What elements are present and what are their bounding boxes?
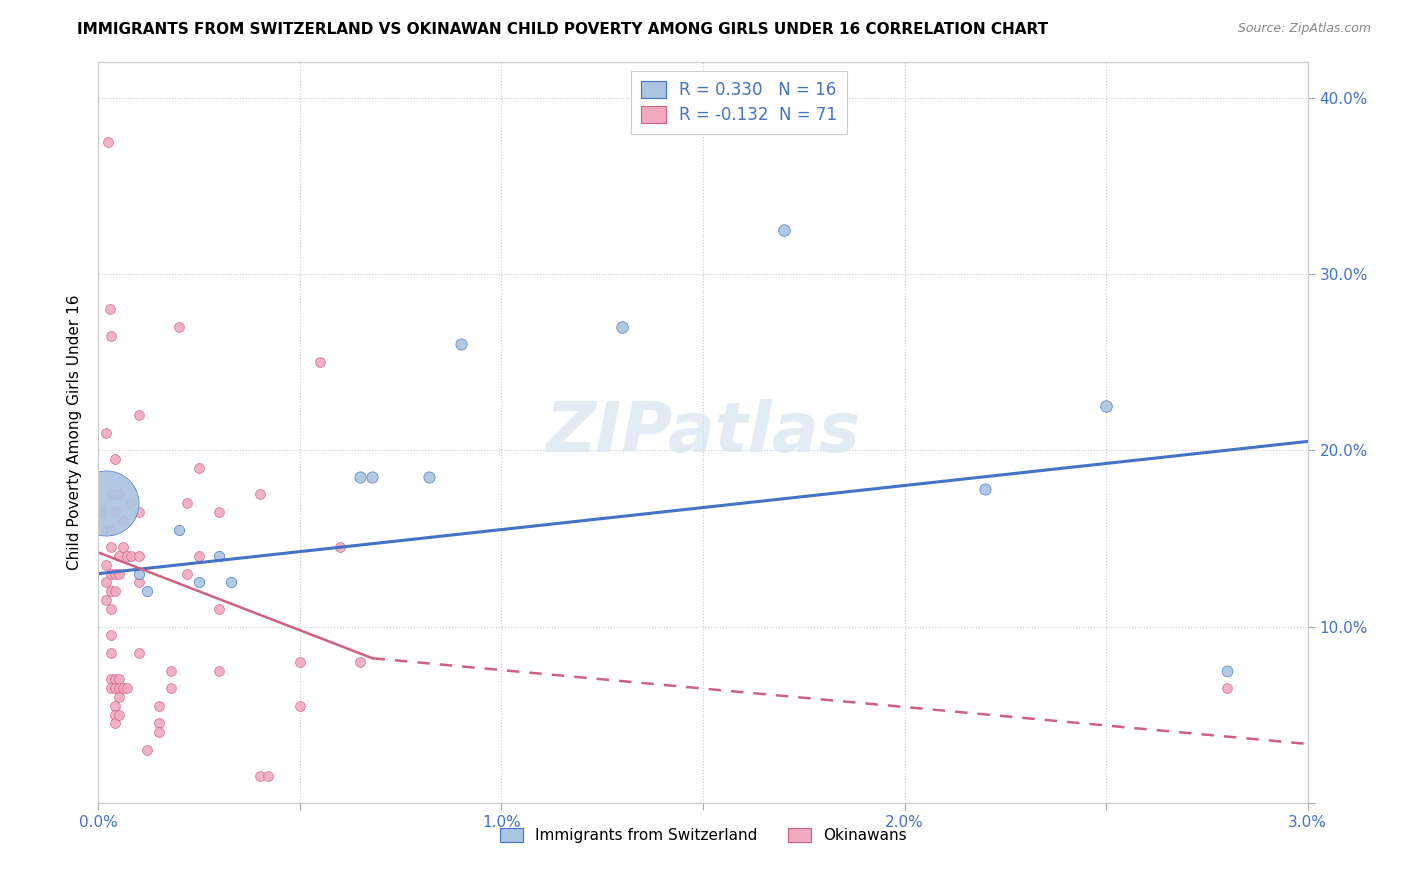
Legend: R = 0.330   N = 16, R = -0.132  N = 71: R = 0.330 N = 16, R = -0.132 N = 71 <box>631 70 848 134</box>
Point <box>103 673 125 687</box>
Point <box>103 566 125 581</box>
Point <box>91 505 114 519</box>
Point <box>96 496 118 510</box>
Point <box>100 523 122 537</box>
Point <box>188 575 211 590</box>
Point <box>188 461 211 475</box>
Point <box>107 549 129 563</box>
Point <box>329 540 352 554</box>
Point <box>120 496 142 510</box>
Point <box>772 223 794 237</box>
Point <box>349 655 371 669</box>
Point <box>160 664 183 678</box>
Point <box>418 469 440 483</box>
Point <box>100 646 122 660</box>
Point <box>100 681 122 696</box>
Point <box>103 452 125 467</box>
Point <box>128 575 150 590</box>
Point <box>120 549 142 563</box>
Point <box>361 469 384 483</box>
Point <box>221 575 243 590</box>
Point <box>128 566 150 581</box>
Point <box>96 523 118 537</box>
Point <box>309 355 332 369</box>
Point <box>128 549 150 563</box>
Point <box>107 707 129 722</box>
Point <box>100 628 122 642</box>
Point <box>128 408 150 422</box>
Point <box>100 584 122 599</box>
Point <box>160 681 183 696</box>
Point <box>111 514 134 528</box>
Point <box>135 743 157 757</box>
Point <box>107 690 129 704</box>
Point <box>249 769 271 783</box>
Point <box>96 425 118 440</box>
Point <box>167 319 190 334</box>
Point <box>148 698 170 713</box>
Point <box>107 673 129 687</box>
Point <box>103 707 125 722</box>
Point <box>612 319 634 334</box>
Point <box>115 549 138 563</box>
Point <box>249 487 271 501</box>
Point <box>288 698 311 713</box>
Point <box>107 681 129 696</box>
Text: IMMIGRANTS FROM SWITZERLAND VS OKINAWAN CHILD POVERTY AMONG GIRLS UNDER 16 CORRE: IMMIGRANTS FROM SWITZERLAND VS OKINAWAN … <box>77 22 1049 37</box>
Point <box>100 566 122 581</box>
Point <box>115 681 138 696</box>
Point <box>100 328 122 343</box>
Point <box>208 602 231 616</box>
Point <box>96 558 118 572</box>
Point <box>103 584 125 599</box>
Point <box>148 716 170 731</box>
Point <box>111 681 134 696</box>
Point <box>100 540 122 554</box>
Text: ZIPatlas: ZIPatlas <box>546 399 860 467</box>
Point <box>103 716 125 731</box>
Point <box>188 549 211 563</box>
Point <box>100 487 122 501</box>
Point <box>100 673 122 687</box>
Point <box>288 655 311 669</box>
Point <box>256 769 278 783</box>
Point <box>167 523 190 537</box>
Point <box>111 540 134 554</box>
Point <box>107 566 129 581</box>
Point <box>208 505 231 519</box>
Point <box>128 505 150 519</box>
Point <box>103 698 125 713</box>
Point <box>450 337 472 351</box>
Point <box>96 575 118 590</box>
Point <box>135 584 157 599</box>
Point <box>1216 664 1239 678</box>
Text: Source: ZipAtlas.com: Source: ZipAtlas.com <box>1237 22 1371 36</box>
Point <box>1216 681 1239 696</box>
Point <box>148 725 170 739</box>
Point <box>208 549 231 563</box>
Point <box>103 505 125 519</box>
Point <box>98 302 121 317</box>
Point <box>103 681 125 696</box>
Point <box>208 664 231 678</box>
Point <box>107 487 129 501</box>
Point <box>1095 399 1118 413</box>
Point <box>176 566 198 581</box>
Y-axis label: Child Poverty Among Girls Under 16: Child Poverty Among Girls Under 16 <box>67 295 83 570</box>
Point <box>97 135 120 149</box>
Point <box>176 496 198 510</box>
Point <box>100 602 122 616</box>
Point <box>128 646 150 660</box>
Point <box>974 482 997 496</box>
Point <box>349 469 371 483</box>
Point <box>96 593 118 607</box>
